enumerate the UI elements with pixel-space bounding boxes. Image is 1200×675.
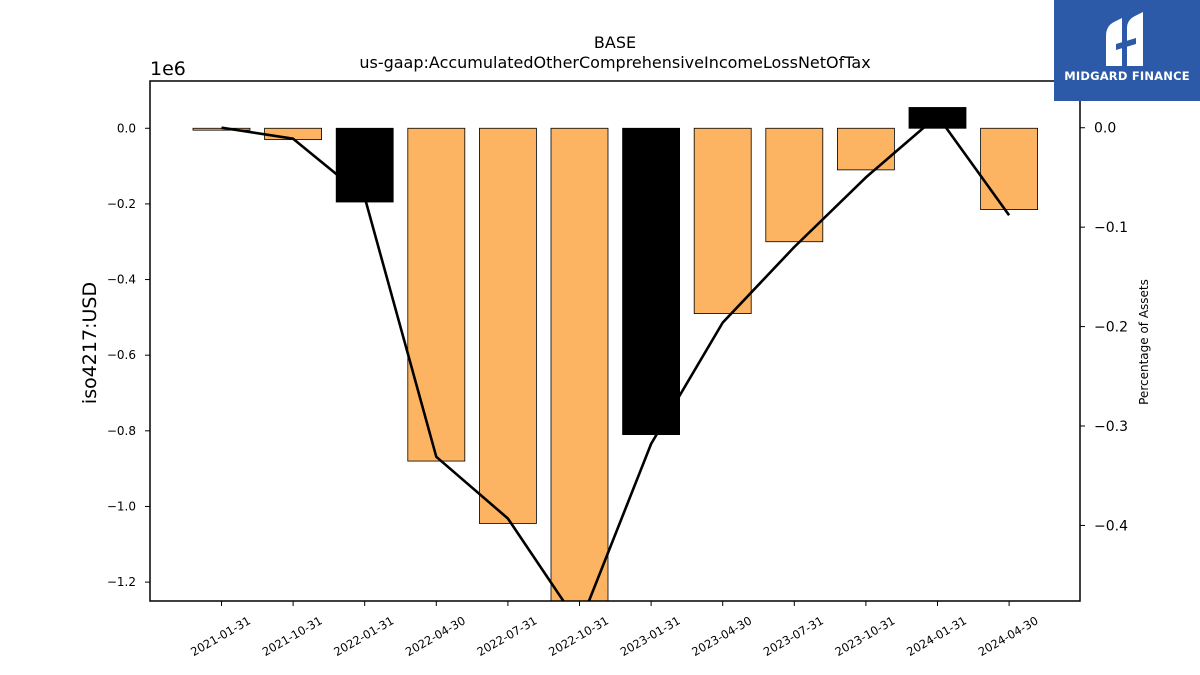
x-tick-label: 2023-10-31 — [833, 613, 898, 659]
logo-text: MIDGARD FINANCE — [1064, 69, 1190, 83]
y-tick-label: −0.4 — [107, 273, 136, 287]
bars-group — [192, 107, 1038, 601]
x-tick-label: 2023-04-30 — [689, 613, 754, 659]
y-axis-label: iso4217:USD — [79, 282, 101, 404]
bar-2023-01-31 — [622, 127, 680, 435]
bar-2022-04-30 — [407, 127, 466, 462]
y2-tick-label: 0.0 — [1094, 121, 1116, 137]
chart-subtitle: us-gaap:AccumulatedOtherComprehensiveInc… — [359, 53, 870, 72]
x-tick-label: 2022-07-31 — [475, 613, 540, 659]
y2-tick-label: −0.4 — [1094, 518, 1128, 534]
y-tick-label: −0.2 — [107, 197, 136, 211]
bar-2022-10-31 — [550, 127, 609, 601]
chart-title: BASE — [594, 33, 636, 52]
x-tick-label: 2023-01-31 — [618, 613, 683, 659]
y-ticks: 0.0 −0.2 −0.4 −0.6 −0.8 −1.0 −1.2 — [107, 121, 150, 589]
bar-2023-04-30 — [693, 127, 752, 314]
y-offset-label: 1e6 — [150, 58, 186, 80]
line-group — [221, 114, 1011, 601]
logo-mark-icon — [1106, 12, 1143, 66]
assets-percentage-line — [221, 114, 1011, 601]
y-tick-label: 0.0 — [117, 121, 136, 135]
bar-2022-01-31 — [335, 127, 394, 203]
bar-2023-07-31 — [765, 127, 824, 243]
y2-axis-label: Percentage of Assets — [1137, 279, 1151, 405]
bar-2023-10-31 — [837, 127, 895, 171]
x-tick-label: 2024-04-30 — [976, 613, 1041, 659]
x-tick-label: 2023-07-31 — [761, 613, 826, 659]
x-ticks: 2021-01-31 2021-10-31 2022-01-31 2022-04-30… — [188, 601, 1041, 659]
plot-frame — [149, 80, 1081, 602]
x-tick-label: 2022-01-31 — [331, 613, 396, 659]
y2-tick-label: −0.3 — [1094, 419, 1128, 435]
y-tick-label: −1.0 — [107, 499, 136, 513]
y-tick-label: −0.6 — [107, 348, 136, 362]
x-tick-label: 2022-04-30 — [403, 613, 468, 659]
y-tick-label: −1.2 — [107, 575, 136, 589]
bar-2022-07-31 — [478, 127, 537, 524]
x-tick-label: 2021-10-31 — [260, 613, 325, 659]
y2-tick-label: −0.2 — [1094, 320, 1128, 336]
x-tick-label: 2021-01-31 — [188, 613, 253, 659]
y2-tick-label: −0.1 — [1094, 220, 1128, 236]
x-tick-label: 2024-01-31 — [904, 613, 969, 659]
bar-2024-04-30 — [980, 127, 1038, 210]
y-tick-label: −0.8 — [107, 424, 136, 438]
y2-ticks: 0.0 −0.1 −0.2 −0.3 −0.4 — [1080, 121, 1128, 534]
x-tick-label: 2022-10-31 — [546, 613, 611, 659]
midgard-finance-logo: MIDGARD FINANCE — [1054, 0, 1200, 101]
